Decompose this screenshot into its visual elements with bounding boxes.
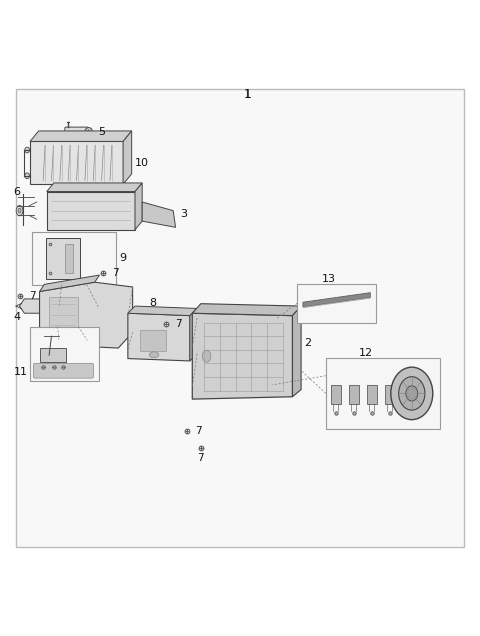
Text: 7: 7 bbox=[175, 319, 181, 329]
Bar bbox=[49, 296, 78, 333]
Ellipse shape bbox=[406, 386, 418, 401]
Bar bbox=[367, 385, 377, 404]
Polygon shape bbox=[190, 308, 197, 361]
Bar bbox=[30, 327, 99, 382]
Text: 12: 12 bbox=[359, 349, 373, 358]
Text: 7: 7 bbox=[198, 453, 204, 463]
Polygon shape bbox=[30, 131, 132, 141]
Bar bbox=[297, 284, 376, 323]
Bar bbox=[46, 238, 80, 279]
Bar bbox=[326, 358, 441, 429]
Text: 7: 7 bbox=[112, 268, 118, 278]
Text: 1: 1 bbox=[243, 88, 251, 100]
Bar bbox=[47, 191, 135, 230]
Text: 3: 3 bbox=[180, 209, 187, 219]
Polygon shape bbox=[20, 299, 48, 313]
Bar bbox=[65, 244, 73, 273]
Ellipse shape bbox=[399, 377, 425, 410]
Text: 7: 7 bbox=[195, 425, 202, 436]
Bar bbox=[349, 385, 360, 404]
Ellipse shape bbox=[149, 352, 159, 357]
Ellipse shape bbox=[202, 350, 211, 362]
Polygon shape bbox=[128, 306, 197, 315]
Polygon shape bbox=[192, 313, 292, 399]
Ellipse shape bbox=[25, 173, 30, 179]
Polygon shape bbox=[303, 298, 371, 308]
Text: 4: 4 bbox=[13, 312, 21, 322]
Bar bbox=[30, 141, 123, 184]
Polygon shape bbox=[39, 282, 132, 348]
Polygon shape bbox=[192, 303, 301, 315]
Text: 11: 11 bbox=[13, 367, 28, 377]
Bar bbox=[33, 232, 116, 284]
Polygon shape bbox=[47, 183, 142, 191]
Text: 9: 9 bbox=[120, 253, 127, 263]
Ellipse shape bbox=[87, 130, 90, 134]
Polygon shape bbox=[128, 313, 190, 361]
Text: 6: 6 bbox=[13, 186, 20, 197]
Bar bbox=[331, 385, 341, 404]
Bar bbox=[39, 348, 66, 363]
Polygon shape bbox=[292, 306, 301, 397]
Bar bbox=[385, 385, 396, 404]
Ellipse shape bbox=[18, 208, 21, 213]
Text: 2: 2 bbox=[304, 338, 312, 349]
FancyBboxPatch shape bbox=[34, 363, 94, 378]
Polygon shape bbox=[142, 202, 176, 227]
Polygon shape bbox=[39, 275, 99, 291]
Polygon shape bbox=[135, 183, 142, 230]
Polygon shape bbox=[123, 131, 132, 184]
Text: 5: 5 bbox=[98, 127, 105, 137]
Ellipse shape bbox=[391, 367, 433, 420]
Ellipse shape bbox=[25, 147, 30, 153]
Text: 13: 13 bbox=[322, 274, 336, 284]
FancyBboxPatch shape bbox=[65, 127, 88, 137]
Text: 7: 7 bbox=[29, 291, 36, 301]
Text: 8: 8 bbox=[149, 298, 156, 308]
Bar bbox=[140, 330, 166, 352]
Ellipse shape bbox=[16, 205, 23, 216]
Polygon shape bbox=[303, 293, 370, 307]
Text: 10: 10 bbox=[135, 158, 149, 168]
Ellipse shape bbox=[85, 128, 93, 136]
